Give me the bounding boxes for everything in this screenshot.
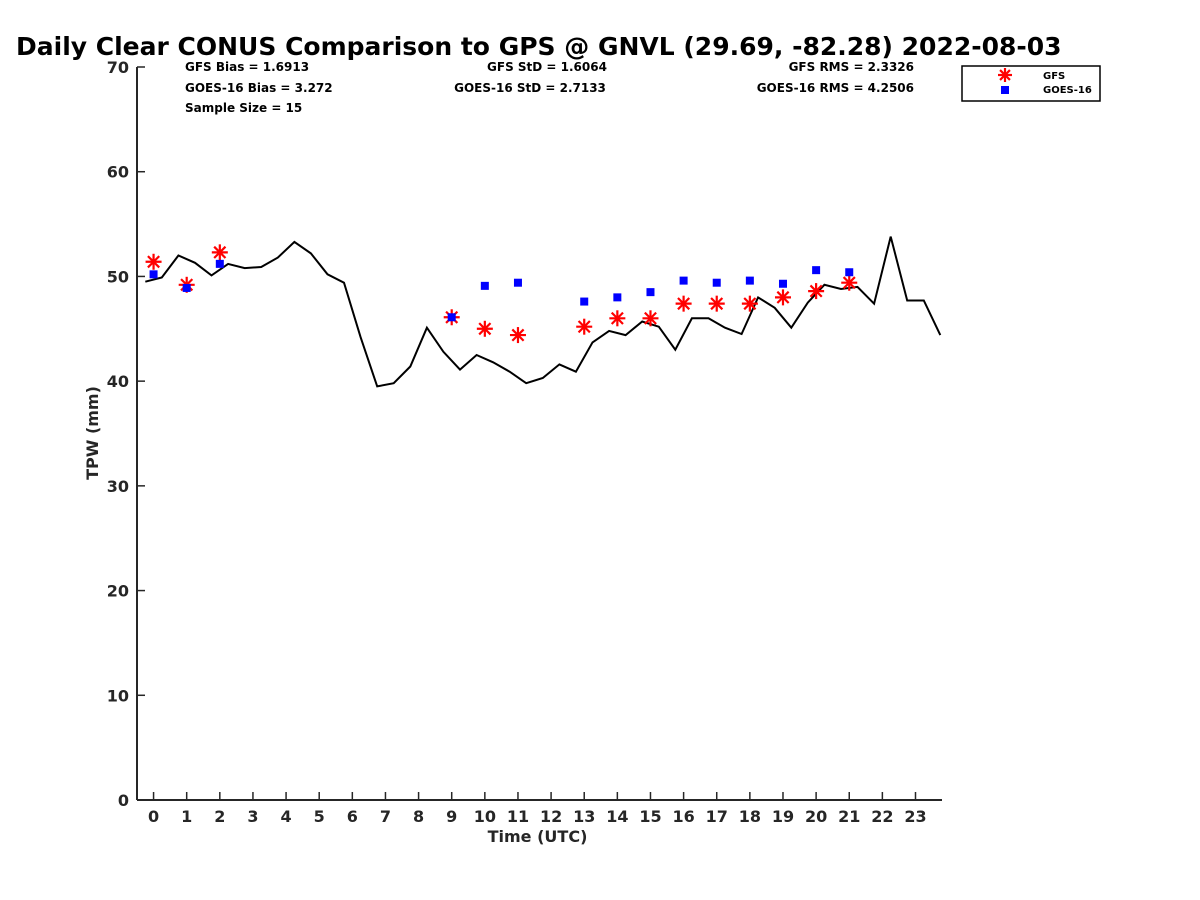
- goes16-point: [778, 279, 787, 288]
- x-tick-label: 14: [606, 807, 628, 826]
- x-tick-label: 22: [871, 807, 893, 826]
- x-tick-label: 8: [413, 807, 424, 826]
- x-tick-label: 20: [805, 807, 827, 826]
- goes16-point: [447, 313, 456, 322]
- x-tick-label: 10: [474, 807, 496, 826]
- legend-gfs-symbol: [998, 68, 1012, 82]
- goes16-point: [182, 283, 191, 292]
- legend-goes-marker: [1001, 86, 1009, 94]
- y-tick-label: 60: [107, 163, 129, 182]
- legend-gfs-marker: [998, 68, 1012, 82]
- series-layer: [145, 236, 942, 388]
- x-tick-label: 12: [540, 807, 562, 826]
- x-tick-label: 5: [314, 807, 325, 826]
- goes16-point: [845, 268, 854, 277]
- goes16-point: [149, 270, 158, 279]
- y-tick-label: 0: [118, 791, 129, 810]
- x-tick-label: 15: [639, 807, 661, 826]
- y-axis-label: TPW (mm): [83, 386, 102, 480]
- legend-box: [961, 65, 1101, 102]
- goes16-point: [646, 288, 655, 297]
- goes-std-text: GOES-16 StD = 2.7133: [454, 81, 606, 95]
- y-tick-label: 10: [107, 686, 129, 705]
- goes16-point: [580, 297, 589, 306]
- goes16-series: [149, 259, 854, 322]
- y-tick-label: 20: [107, 582, 129, 601]
- gfs-point: [509, 327, 526, 344]
- x-tick-label: 21: [838, 807, 860, 826]
- x-tick-label: 6: [347, 807, 358, 826]
- x-tick-label: 13: [573, 807, 595, 826]
- gfs-point: [808, 283, 825, 300]
- legend-goes-symbol: [1001, 86, 1009, 94]
- gfs-bias-text: GFS Bias = 1.6913: [185, 60, 309, 74]
- x-axis-label: Time (UTC): [488, 827, 588, 846]
- goes16-point: [613, 293, 622, 302]
- x-tick-label: 19: [772, 807, 794, 826]
- y-tick-label: 40: [107, 372, 129, 391]
- goes16-point: [712, 278, 721, 287]
- chart-title: Daily Clear CONUS Comparison to GPS @ GN…: [16, 32, 1062, 61]
- legend: GFS GOES-16: [961, 65, 1101, 102]
- goes-rms-text: GOES-16 RMS = 4.2506: [757, 81, 914, 95]
- goes16-point: [513, 278, 522, 287]
- goes16-point: [480, 281, 489, 290]
- gfs-std-text: GFS StD = 1.6064: [487, 60, 607, 74]
- gfs-point: [741, 295, 758, 312]
- x-tick-label: 0: [148, 807, 159, 826]
- y-tick-label: 30: [107, 477, 129, 496]
- stats-annotations: GFS Bias = 1.6913 GOES-16 Bias = 3.272 S…: [185, 60, 914, 115]
- x-tick-label: 18: [739, 807, 761, 826]
- gfs-rms-text: GFS RMS = 2.3326: [789, 60, 914, 74]
- gfs-point: [642, 310, 659, 327]
- y-tick-label: 70: [107, 58, 129, 77]
- legend-label-goes: GOES-16: [1043, 85, 1092, 96]
- x-tick-label: 2: [214, 807, 225, 826]
- y-tick-label: 50: [107, 267, 129, 286]
- axes: 0 1 2 3 4 5 6 7 8 9 10 11 12 13 14 15 16 17 18 19 20 21 22 2301…: [83, 58, 942, 846]
- gfs-point: [841, 274, 858, 291]
- sample-size-text: Sample Size = 15: [185, 101, 302, 115]
- gfs-point: [675, 295, 692, 312]
- x-tick-label: 23: [904, 807, 926, 826]
- x-tick-label: 1: [181, 807, 192, 826]
- goes16-point: [745, 276, 754, 285]
- x-tick-label: 9: [446, 807, 457, 826]
- gfs-point: [708, 295, 725, 312]
- goes16-point: [679, 276, 688, 285]
- gfs-point: [476, 320, 493, 337]
- gps-tpw-line: [145, 236, 942, 388]
- goes16-point: [812, 266, 821, 275]
- gfs-series: [145, 244, 858, 344]
- goes-bias-text: GOES-16 Bias = 3.272: [185, 81, 333, 95]
- x-tick-label: 11: [507, 807, 529, 826]
- x-tick-label: 3: [247, 807, 258, 826]
- x-tick-label: 4: [281, 807, 292, 826]
- x-tick-label: 16: [672, 807, 694, 826]
- gfs-point: [145, 253, 162, 270]
- goes16-point: [215, 259, 224, 268]
- gfs-point: [576, 318, 593, 335]
- legend-label-gfs: GFS: [1043, 71, 1065, 82]
- x-tick-label: 7: [380, 807, 391, 826]
- x-tick-label: 17: [706, 807, 728, 826]
- gfs-point: [211, 244, 228, 261]
- gfs-point: [774, 289, 791, 306]
- gfs-point: [609, 310, 626, 327]
